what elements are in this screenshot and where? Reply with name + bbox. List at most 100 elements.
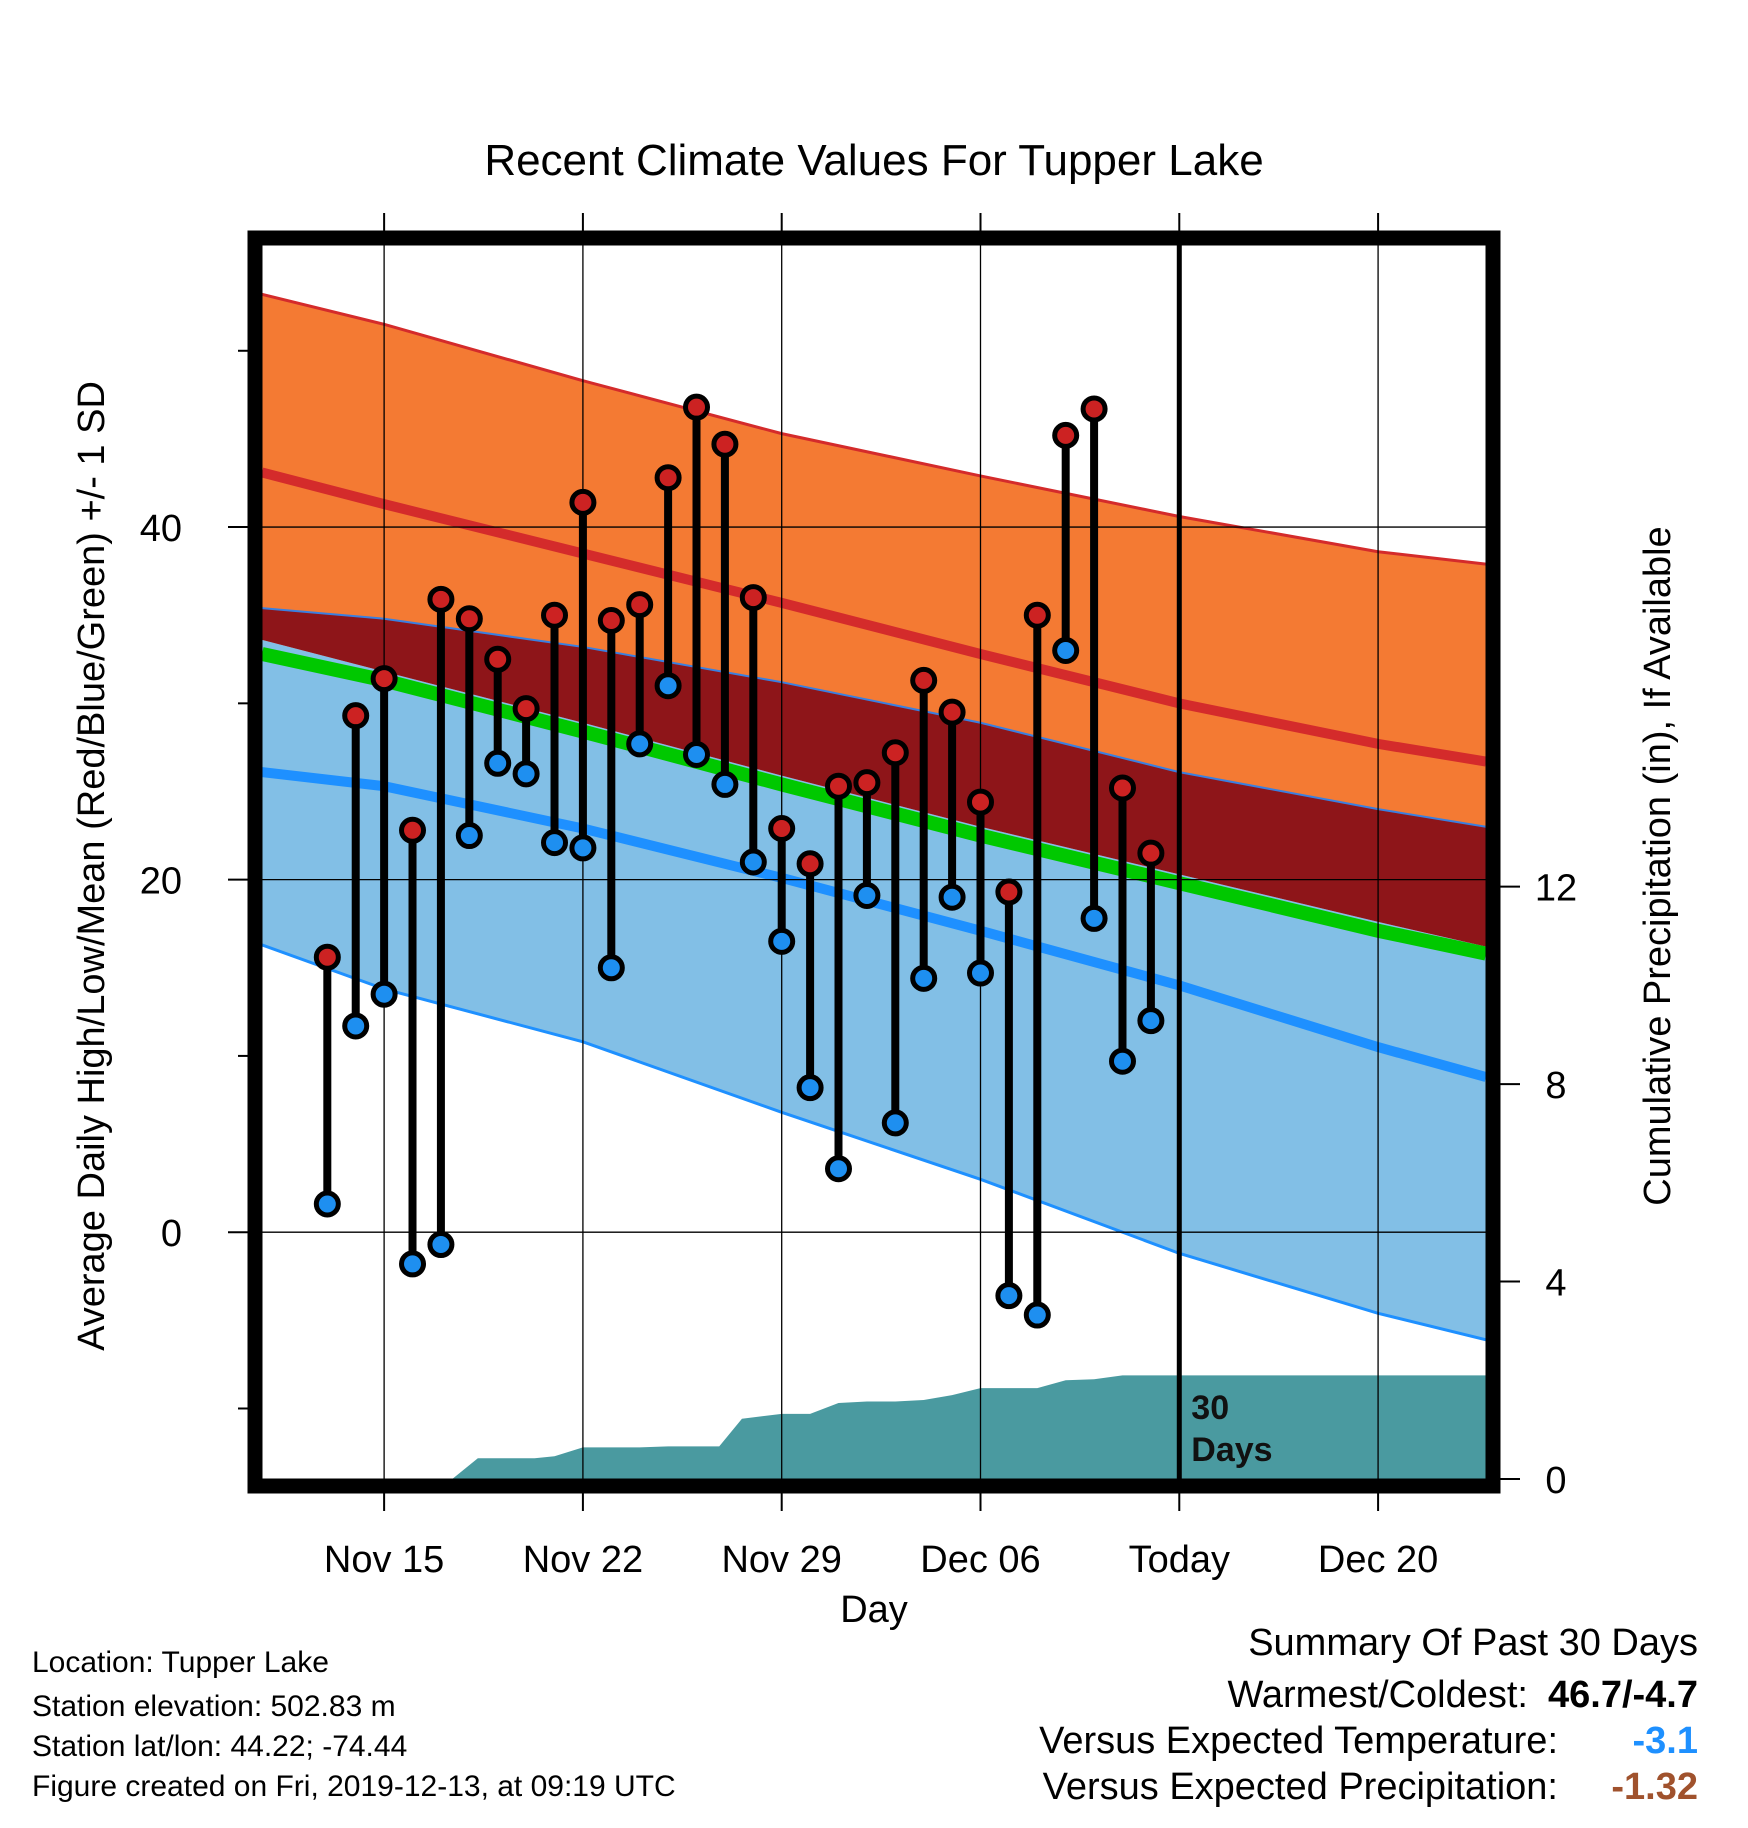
precip-value: -1.32 [1611,1766,1698,1808]
obs-low-point [626,730,654,758]
obs-low-point [1023,1301,1051,1329]
summary-heading: Summary Of Past 30 Days [1248,1622,1698,1664]
obs-low-point [739,848,767,876]
obs-high-point [938,698,966,726]
warmest-coldest-label: Warmest/Coldest: [1227,1674,1528,1716]
obs-low-point [1080,904,1108,932]
obs-high-point [853,769,881,797]
precip-area [262,1375,1486,1479]
obs-high-point [1023,601,1051,629]
obs-high-point [1052,421,1080,449]
obs-high-point [597,606,625,634]
summary-precip: Versus Expected Precipitation: -1.32 [1039,1764,1698,1810]
obs-high-point [654,464,682,492]
y-tick-label: 40 [140,508,182,550]
obs-high-point [313,943,341,971]
obs-low-point [484,749,512,777]
obs-high-point [455,605,483,633]
plot-frame [247,230,1501,1494]
obs-low-point [995,1282,1023,1310]
obs-high-point [910,666,938,694]
obs-high-point [1080,395,1108,423]
today-days-label-text: Days [1191,1431,1272,1469]
chart-title: Recent Climate Values For Tupper Lake [484,136,1263,185]
obs-low-point [1137,1007,1165,1035]
obs-high-point [768,815,796,843]
obs-low-point [683,740,711,768]
today-days-label-number: 30 [1191,1389,1229,1427]
x-tick-label: Dec 20 [1318,1539,1438,1581]
x-tick-label: Nov 29 [721,1539,841,1581]
obs-high-point [427,585,455,613]
high-upper-line [262,292,1486,566]
obs-low-point [1052,636,1080,664]
y2-axis-label: Cumulative Precipitation (in), If Availa… [1637,526,1679,1205]
obs-high-point [825,772,853,800]
obs-low-point [938,883,966,911]
obs-low-point [541,829,569,857]
obs-low-point [342,1012,370,1040]
obs-low-point [370,980,398,1008]
avg-mean-line [262,647,1486,961]
plot-area: 30 Days [262,245,1486,1479]
high-mean-line [262,467,1486,767]
y-tick-label: 20 [140,861,182,903]
obs-low-point [853,881,881,909]
plot-content: 30 Days [262,245,1486,1479]
obs-high-point [739,584,767,612]
obs-low-point [512,760,540,788]
obs-low-point [910,964,938,992]
obs-low-point [881,1109,909,1137]
obs-high-point [484,645,512,673]
obs-high-point [626,591,654,619]
obs-high-point [796,850,824,878]
y2-tick-label: 0 [1545,1460,1566,1502]
obs-high-point [342,702,370,730]
station-info: Location: Tupper Lake Station elevation:… [32,1645,676,1805]
obs-low-point [399,1250,427,1278]
y2-tick-label: 8 [1545,1065,1566,1107]
x-tick-label: Nov 22 [523,1539,643,1581]
y2-tick-label: 4 [1545,1263,1566,1305]
x-tick-label: Today [1129,1539,1230,1581]
obs-low-point [569,834,597,862]
obs-low-point [966,959,994,987]
obs-low-point [597,954,625,982]
high-lower-line [262,607,1486,828]
obs-high-point [881,739,909,767]
obs-low-point [796,1074,824,1102]
obs-high-point [370,665,398,693]
warmest-coldest-value: 46.7/-4.7 [1548,1674,1698,1716]
summary-temp: Versus Expected Temperature: -3.1 [1039,1718,1698,1764]
latlon-text: Station lat/lon: 44.22; -74.44 [32,1730,408,1763]
obs-high-point [399,816,427,844]
obs-high-point [569,488,597,516]
temp-label: Versus Expected Temperature: [1039,1720,1558,1762]
obs-low-point [313,1190,341,1218]
x-tick-label: Nov 15 [324,1539,444,1581]
y-tick-label: 0 [161,1213,182,1255]
obs-low-point [427,1231,455,1259]
elevation-text: Station elevation: 502.83 m [32,1690,396,1723]
obs-high-point [683,393,711,421]
obs-low-point [768,927,796,955]
plot-overlay: Nov 15 Nov 22 Nov 29 Dec 06 Today Dec 2002040… [140,213,1577,1581]
obs-low-point [654,672,682,700]
temp-value: -3.1 [1632,1720,1698,1762]
low-lower-line [262,943,1486,1342]
obs-high-point [1108,774,1136,802]
obs-high-point [966,788,994,816]
obs-high-point [1137,839,1165,867]
obs-low-point [825,1155,853,1183]
obs-high-point [995,878,1023,906]
obs-high-point [711,430,739,458]
obs-low-point [455,822,483,850]
y-axis-label: Average Daily High/Low/Mean (Red/Blue/Gr… [71,381,113,1351]
obs-low-point [711,770,739,798]
precip-label: Versus Expected Precipitation: [1042,1766,1558,1808]
obs-low-point [1108,1047,1136,1075]
obs-high-point [512,695,540,723]
location-text: Location: Tupper Lake [32,1646,329,1679]
summary-warmest-coldest: Warmest/Coldest: 46.7/-4.7 [1039,1672,1698,1718]
